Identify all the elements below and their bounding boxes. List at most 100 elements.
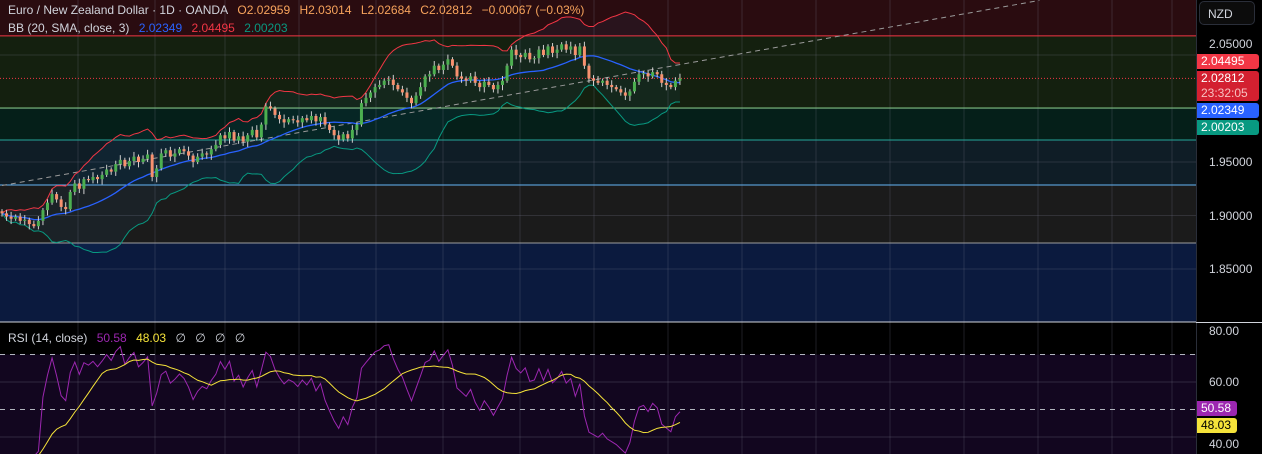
candle-body <box>482 81 486 88</box>
price-chart[interactable] <box>0 0 1196 454</box>
candle-body <box>73 183 77 192</box>
candle-body <box>564 44 568 50</box>
candle-body <box>328 124 332 130</box>
candle-body <box>596 80 600 83</box>
rsi-ma-line <box>38 358 681 454</box>
candle-body <box>610 84 614 88</box>
candle-body <box>264 106 268 125</box>
candle-body <box>187 151 191 156</box>
candle-body <box>205 153 209 155</box>
candle-body <box>96 176 100 180</box>
candle-body <box>592 78 595 81</box>
candle-body <box>546 46 550 55</box>
candle-body <box>651 72 655 77</box>
rsi-legend[interactable]: RSI (14, close) 50.58 48.03 ∅ ∅ ∅ ∅ <box>8 331 251 345</box>
candle-body <box>168 150 172 157</box>
rsi-label: RSI (14, close) <box>8 331 88 345</box>
candle-body <box>182 149 186 152</box>
bb-lower-line <box>1 84 680 254</box>
bb-upper-line <box>1 11 680 214</box>
candle-body <box>246 135 250 142</box>
candle-body <box>669 84 673 88</box>
candle-body <box>291 119 295 121</box>
candle-body <box>532 58 536 60</box>
candle-body <box>305 118 309 121</box>
symbol-title[interactable]: Euro / New Zealand Dollar · 1D · OANDA <box>8 3 229 17</box>
rsi-tick: 40.00 <box>1209 437 1240 451</box>
candle-body <box>487 81 491 85</box>
candle-body <box>623 92 627 96</box>
candle-body <box>432 65 436 75</box>
candle-body <box>173 153 177 157</box>
candle-body <box>36 220 40 227</box>
symbol-legend: Euro / New Zealand Dollar · 1D · OANDA O… <box>8 3 590 17</box>
candle-body <box>46 202 49 211</box>
candle-body <box>323 117 327 125</box>
candle-body <box>27 219 31 225</box>
bb-legend[interactable]: BB (20, SMA, close, 3) 2.02349 2.04495 2… <box>8 21 294 35</box>
candle-body <box>473 76 477 83</box>
ohlc-change: −0.00067 (−0.03%) <box>481 3 585 17</box>
candle-body <box>646 73 650 77</box>
candle-body <box>514 49 518 55</box>
rsi-line <box>35 344 681 454</box>
candle-body <box>191 155 195 162</box>
candle-body <box>228 132 231 139</box>
bb-lower-value: 2.00203 <box>244 21 288 35</box>
candle-body <box>200 153 204 157</box>
candle-body <box>114 164 118 172</box>
candle-body <box>660 74 664 83</box>
candle-body <box>100 174 104 180</box>
candle-body <box>428 74 432 77</box>
candle-body <box>678 78 682 81</box>
candle-body <box>14 216 18 219</box>
candle-body <box>296 120 300 123</box>
candle-body <box>32 224 36 227</box>
price-tick: 2.05000 <box>1209 37 1253 51</box>
candle-body <box>587 65 591 79</box>
candle-body <box>619 89 623 93</box>
rsi-extra: ∅ <box>234 331 246 345</box>
candle-body <box>109 169 113 172</box>
candle-body <box>255 129 259 138</box>
candle-body <box>537 49 541 59</box>
candle-body <box>382 80 386 85</box>
candle-body <box>337 135 341 140</box>
price-zone <box>0 139 1196 186</box>
pane-separator[interactable] <box>1196 322 1262 323</box>
candle-body <box>541 49 545 55</box>
candle-body <box>423 76 427 88</box>
candle-body <box>642 73 646 75</box>
candle-body <box>391 79 395 85</box>
candle-body <box>578 46 582 55</box>
candle-body <box>155 168 159 177</box>
price-tick: 1.95000 <box>1209 155 1253 169</box>
rsi-extra: ∅ <box>195 331 206 345</box>
candle-body <box>268 106 272 109</box>
candle-body <box>319 117 322 122</box>
candle-body <box>141 158 145 162</box>
candle-body <box>241 136 245 142</box>
rsi-ma-value: 48.03 <box>136 331 167 345</box>
candle-body <box>278 114 282 120</box>
candle-body <box>355 124 359 130</box>
candle-body <box>496 84 500 90</box>
candle-body <box>637 74 641 82</box>
candle-body <box>300 118 304 123</box>
candle-body <box>450 59 454 66</box>
candle-body <box>23 219 27 221</box>
candle-body <box>505 65 509 81</box>
candle-body <box>214 144 218 150</box>
currency-button[interactable]: NZD <box>1199 1 1255 25</box>
candle-body <box>177 149 181 154</box>
price-axis[interactable]: NZD 2.05000 1.95000 1.90000 1.85000 80.0… <box>1196 0 1262 454</box>
candle-body <box>405 92 409 98</box>
bb-basis-value: 2.02349 <box>138 21 183 35</box>
candle-body <box>560 44 564 50</box>
candle-body <box>273 108 277 115</box>
candle-body <box>510 49 514 66</box>
candle-body <box>0 211 4 214</box>
candle-body <box>614 87 618 90</box>
bar-countdown: 23:32:05 <box>1201 86 1248 100</box>
ohlc-close: C2.02812 <box>420 3 473 17</box>
